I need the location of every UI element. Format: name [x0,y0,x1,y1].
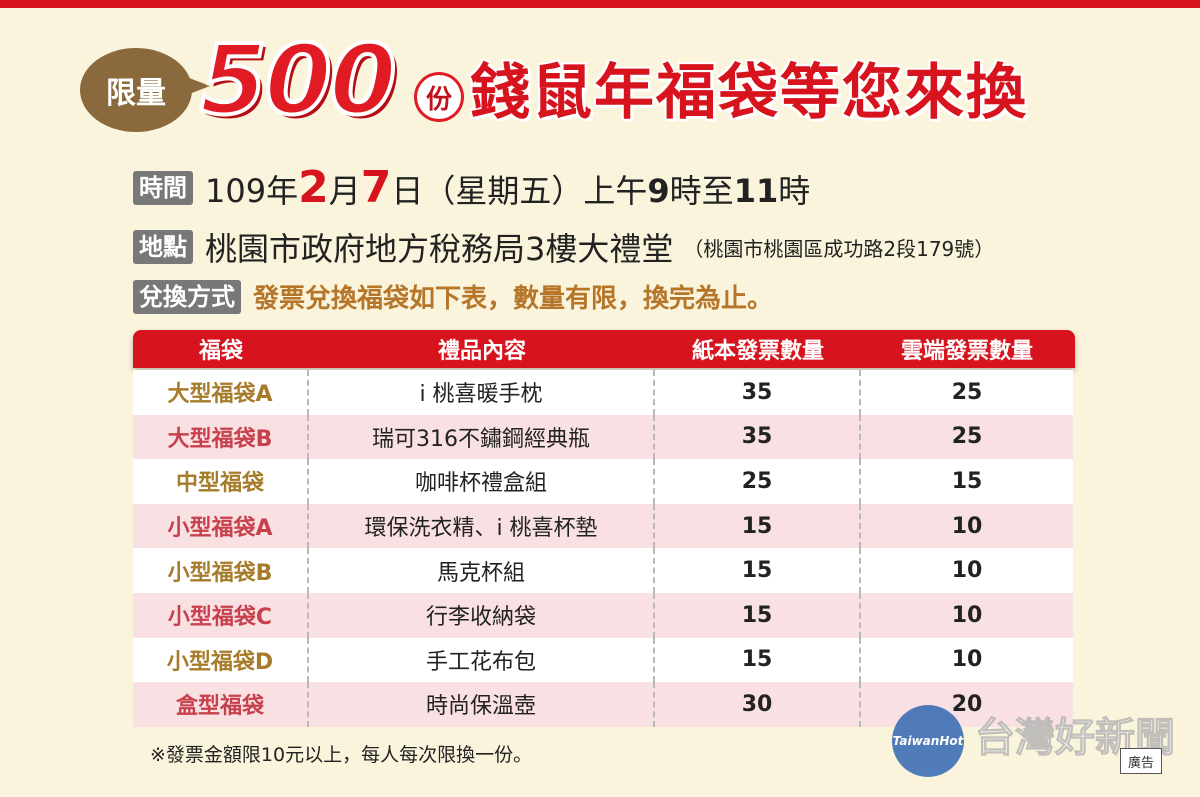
top-red-bar [0,0,1200,8]
time-am: 上午 [583,172,648,210]
table-row: 小型福袋D 手工花布包 15 10 [133,637,1073,683]
cell-content: 時尚保溫壺 [309,682,655,727]
cell-cloud: 10 [951,558,983,584]
cell-cloud: 25 [951,379,983,405]
method-text: 發票兌換福袋如下表，數量有限，換完為止。 [253,284,774,314]
table-row: 大型福袋A i 桃喜暖手枕 35 25 [133,370,1073,415]
limited-badge: 限量 [80,48,210,132]
time-row: 時間 109年2月7日（星期五）上午9時至11時 [133,162,810,213]
time-end: 時 [778,172,811,210]
cell-paper: 30 [655,682,861,727]
cell-paper: 25 [655,459,861,504]
cell-paper: 15 [655,548,861,593]
table-row: 小型福袋C 行李收納袋 15 10 [133,592,1073,638]
time-day: 7 [360,162,392,213]
cell-content: i 桃喜暖手枕 [309,370,655,415]
cell-content: 馬克杯組 [309,548,655,593]
time-end-hour: 11 [733,172,779,210]
cell-bag: 大型福袋A [133,370,309,415]
place-tag: 地點 [133,230,193,264]
quantity-number: 500 [198,22,398,138]
cell-paper: 35 [655,414,861,460]
cell-paper: 15 [655,503,861,549]
time-text: 109年2月7日（星期五）上午9時至11時 [205,162,810,213]
page-title: 錢鼠年福袋等您來換 [470,58,1028,128]
table-row: 大型福袋B 瑞可316不鏽鋼經典瓶 35 25 [133,414,1073,460]
cell-content: 手工花布包 [309,637,655,683]
table-row: 中型福袋 咖啡杯禮盒組 25 15 [133,459,1073,504]
table-row: 小型福袋A 環保洗衣精、i 桃喜杯墊 15 10 [133,503,1073,549]
place-text: 桃園市政府地方稅務局3樓大禮堂 [205,230,674,268]
cell-bag: 小型福袋D [133,637,309,683]
time-month: 2 [298,162,329,213]
cell-content: 瑞可316不鏽鋼經典瓶 [309,414,655,460]
time-day-unit: 日 [391,172,424,210]
header-paper: 紙本發票數量 [691,339,824,364]
method-tag: 兌換方式 [133,279,241,314]
time-month-unit: 月 [328,172,361,210]
time-year: 109年 [205,172,299,210]
cell-bag: 小型福袋C [133,592,309,638]
cell-cloud: 15 [951,468,983,494]
cell-content: 行李收納袋 [309,592,655,638]
method-row: 兌換方式 發票兌換福袋如下表，數量有限，換完為止。 [133,278,773,315]
cell-cloud: 10 [951,513,983,539]
ad-label: 廣告 [1120,748,1162,774]
header-content: 禮品內容 [437,339,526,364]
cell-cloud: 10 [951,602,983,628]
table-header: 福袋 禮品內容 紙本發票數量 雲端發票數量 [133,330,1075,368]
time-mid: 時至 [669,172,734,210]
cell-paper: 15 [655,637,861,683]
cell-cloud: 10 [951,647,983,673]
place-row: 地點 桃園市政府地方稅務局3樓大禮堂 （桃園市桃園區成功路2段179號） [133,224,994,270]
cell-cloud: 20 [951,691,983,717]
table-row: 盒型福袋 時尚保溫壺 30 20 [133,682,1073,727]
header-cloud: 雲端發票數量 [900,339,1033,364]
watermark-logo: TaiwanHot [892,705,964,777]
time-start-hour: 9 [647,172,670,210]
cell-bag: 大型福袋B [133,414,309,460]
cell-bag: 盒型福袋 [133,682,309,727]
cell-bag: 中型福袋 [133,459,309,504]
cell-content: 咖啡杯禮盒組 [309,459,655,504]
table-body: 大型福袋A i 桃喜暖手枕 35 25 大型福袋B 瑞可316不鏽鋼經典瓶 35… [133,370,1073,727]
cell-cloud: 25 [951,424,983,450]
quantity-unit: 份 [414,72,464,122]
cell-bag: 小型福袋B [133,548,309,593]
table-row: 小型福袋B 馬克杯組 15 10 [133,548,1073,593]
cell-content: 環保洗衣精、i 桃喜杯墊 [309,503,655,549]
cell-bag: 小型福袋A [133,503,309,549]
time-tag: 時間 [133,170,193,205]
cell-paper: 15 [655,592,861,638]
place-address: （桃園市桃園區成功路2段179號） [683,236,995,261]
time-weekday: （星期五） [423,172,584,210]
header-bag: 福袋 [198,339,243,364]
cell-paper: 35 [655,370,861,415]
footnote: ※發票金額限10元以上，每人每次限換一份。 [150,744,533,766]
